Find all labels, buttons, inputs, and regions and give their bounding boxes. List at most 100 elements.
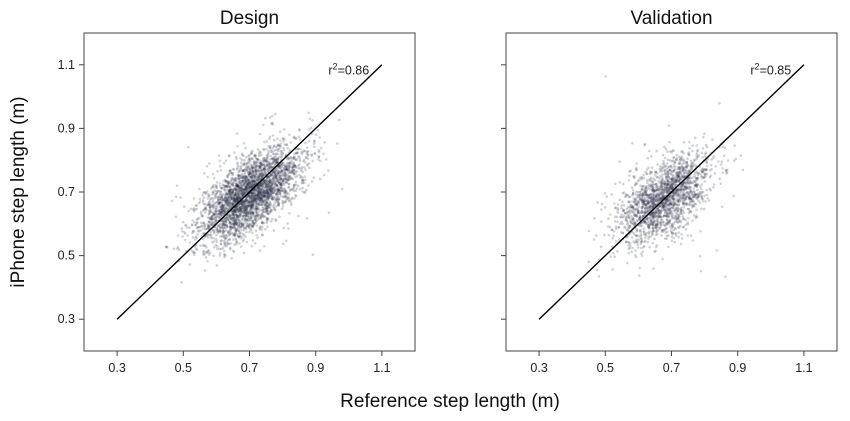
scatter-point [298,158,302,161]
scatter-point [226,225,229,228]
scatter-point [273,173,277,176]
scatter-point [260,201,264,205]
scatter-point [616,207,620,210]
scatter-point [713,172,717,175]
scatter-point [674,232,678,235]
scatter-point [637,205,640,209]
scatter-point [264,191,268,195]
scatter-point [248,205,251,209]
scatter-point [245,166,249,170]
scatter-point [288,212,291,215]
scatter-point [294,158,298,161]
scatter-point [222,179,226,183]
scatter-point [267,163,271,166]
scatter-point [327,211,331,215]
scatter-point [253,154,256,157]
scatter-point [185,226,189,229]
scatter-point [249,207,252,210]
scatter-point [220,186,223,190]
scatter-point [695,197,699,200]
scatter-point [239,189,243,192]
scatter-point [165,245,169,249]
scatter-point [310,180,314,183]
scatter-point [294,170,297,173]
scatter-point [246,179,250,182]
scatter-point [254,210,258,214]
scatter-point [211,201,214,204]
scatter-point [251,176,254,180]
scatter-point [232,199,236,203]
scatter-point [275,176,279,180]
scatter-point [252,200,255,203]
scatter-point [271,146,275,149]
scatter-point [245,205,248,208]
scatter-point [284,174,288,177]
scatter-point [672,236,676,240]
scatter-point [244,235,247,238]
scatter-point [291,196,294,200]
scatter-point [164,245,168,249]
scatter-point [180,227,184,230]
scatter-point [714,165,718,168]
scatter-point [214,201,217,205]
scatter-point [251,198,255,202]
scatter-point [249,184,252,188]
scatter-point [306,153,310,156]
scatter-point [270,173,274,177]
scatter-point [262,164,266,168]
scatter-point [252,183,255,186]
scatter-point [298,163,301,166]
scatter-point [225,185,229,188]
scatter-point [627,226,631,230]
scatter-point [677,172,681,175]
scatter-point [312,176,316,180]
scatter-point [314,133,318,136]
scatter-point [203,269,207,272]
scatter-point [204,192,208,195]
scatter-point [232,168,236,171]
scatter-point [254,220,258,223]
scatter-point [294,194,297,197]
scatter-point [180,281,183,284]
scatter-point [269,181,272,184]
scatter-point [664,165,667,168]
scatter-point [252,161,256,164]
scatter-point [664,231,667,234]
scatter-point [295,148,298,151]
scatter-point [220,213,223,217]
scatter-point [207,192,210,196]
scatter-point [265,178,269,181]
scatter-point [271,182,274,185]
scatter-point [207,202,211,206]
y-tick-label: 0.3 [58,312,75,326]
scatter-point [268,184,271,187]
scatter-point [311,159,314,163]
scatter-point [176,247,179,251]
scatter-point [255,214,259,218]
scatter-point [257,165,261,168]
scatter-point [267,149,270,153]
scatter-point [255,224,259,227]
scatter-point [640,207,644,210]
scatter-point [261,159,265,162]
scatter-point [297,135,301,138]
scatter-point [233,243,236,247]
scatter-point [631,246,634,250]
scatter-point [187,145,190,149]
scatter-point [241,176,244,180]
scatter-point [265,206,269,210]
scatter-point [242,251,246,255]
scatter-point [319,146,323,150]
scatter-point [248,204,251,207]
scatter-point [239,237,243,240]
scatter-point [246,182,250,186]
scatter-point [301,181,305,185]
scatter-point [651,226,654,230]
scatter-point [202,238,205,241]
scatter-point [265,189,269,193]
scatter-point [647,166,650,170]
scatter-point [216,231,220,234]
scatter-point [264,203,268,206]
scatter-point [724,168,727,172]
scatter-point [235,132,239,135]
